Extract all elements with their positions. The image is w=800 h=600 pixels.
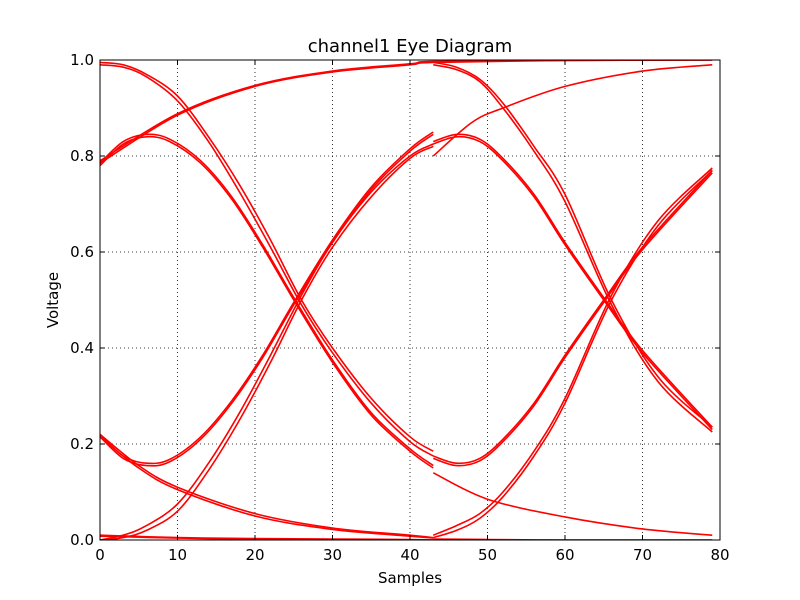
x-tick-label: 80: [710, 546, 729, 564]
x-tick-label: 50: [478, 546, 497, 564]
y-tick-label: 1.0: [70, 51, 94, 69]
chart-title: channel1 Eye Diagram: [308, 36, 513, 57]
eye-trace-10: [432, 135, 713, 431]
eye-trace-9: [100, 133, 434, 467]
y-axis-label: Voltage: [44, 272, 62, 328]
x-tick-label: 40: [400, 546, 419, 564]
eye-trace-3: [432, 64, 713, 157]
eye-trace-5: [100, 64, 434, 457]
eye-trace-8: [100, 135, 434, 469]
eye-trace-6: [433, 61, 713, 428]
eye-trace-14: [432, 472, 713, 536]
eye-trace-7: [433, 64, 713, 433]
x-tick-label: 20: [245, 546, 264, 564]
eye-trace-11: [432, 133, 713, 428]
y-tick-label: 0.6: [70, 243, 94, 261]
y-tick-label: 0.0: [70, 531, 94, 549]
eye-trace-26: [433, 538, 713, 540]
eye-trace-21: [433, 169, 713, 539]
eye-trace-20: [100, 143, 434, 540]
y-tick-label: 0.8: [70, 147, 94, 165]
eye-trace-19: [100, 145, 434, 540]
plot-frame: [99, 59, 721, 541]
eye-trace-15: [100, 131, 434, 465]
x-tick-label: 70: [633, 546, 652, 564]
x-tick-label: 10: [168, 546, 187, 564]
grid-lines: [100, 60, 720, 540]
eye-trace-4: [100, 61, 434, 452]
eye-trace-16: [100, 133, 434, 467]
eye-trace-18: [432, 172, 713, 467]
eye-trace-22: [432, 167, 713, 536]
x-tick-label: 0: [95, 546, 105, 564]
x-axis-label: Samples: [378, 569, 442, 587]
y-tick-label: 0.2: [70, 435, 94, 453]
axis-ticks: 0 10 20 30 40 50 60 70 80 0.0 0.2 0.4 0.6 0.8 1.0: [70, 51, 729, 564]
y-tick-label: 0.4: [70, 339, 94, 357]
x-tick-label: 30: [323, 546, 342, 564]
x-tick-label: 60: [555, 546, 574, 564]
